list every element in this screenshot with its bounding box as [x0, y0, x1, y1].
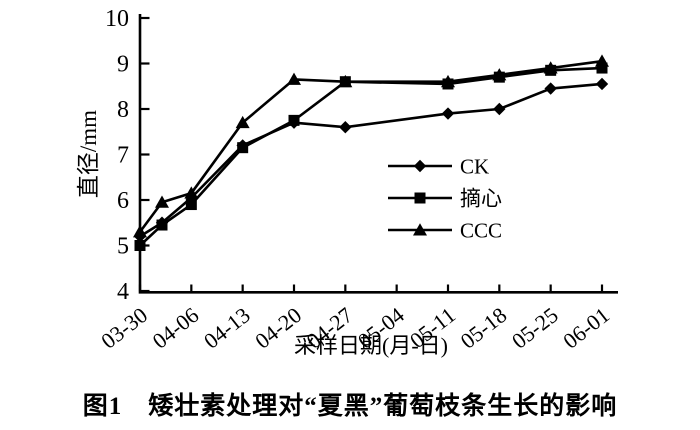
- y-tick-label: 10: [105, 6, 129, 32]
- triangle-marker: [595, 54, 609, 67]
- square-marker: [414, 192, 426, 204]
- diamond-marker: [544, 82, 557, 95]
- triangle-marker: [184, 186, 199, 199]
- series-CCC: [133, 54, 609, 238]
- legend-label: CCC: [460, 219, 502, 243]
- square-marker: [237, 142, 249, 154]
- x-tick-label: 03-30: [96, 302, 152, 353]
- legend-label: CK: [460, 155, 489, 179]
- x-tick-label: 06-01: [558, 302, 614, 353]
- axes: [138, 14, 618, 294]
- y-tick-label: 6: [117, 188, 129, 214]
- triangle-marker: [287, 72, 301, 85]
- legend: CK 摘心 CCC: [388, 155, 502, 243]
- y-axis-label: 直径/mm: [76, 110, 101, 198]
- triangle-marker: [441, 74, 455, 88]
- series-line: [139, 82, 603, 238]
- x-axis: 03-3004-0604-1304-2004-2705-0405-1105-18…: [96, 284, 614, 358]
- square-marker: [596, 62, 608, 74]
- x-axis-label: 采样日期(月-日): [294, 333, 448, 358]
- diamond-marker: [339, 121, 352, 134]
- diamond-marker: [413, 159, 427, 173]
- figure-caption: 图1 矮壮素处理对“夏黑”葡萄枝条生长的影响: [82, 393, 618, 420]
- square-marker: [185, 199, 197, 211]
- y-tick-label: 4: [117, 279, 129, 305]
- square-marker: [134, 240, 146, 251]
- triangle-marker: [543, 61, 558, 74]
- square-marker: [288, 114, 300, 126]
- triangle-marker: [492, 68, 507, 81]
- diamond-marker: [595, 77, 609, 91]
- legend-label: 摘心: [460, 187, 502, 211]
- x-tick-label: 04-13: [199, 302, 255, 353]
- y-tick-label: 5: [117, 234, 129, 260]
- triangle-marker: [338, 74, 353, 88]
- y-tick-label: 9: [117, 52, 129, 78]
- triangle-marker: [235, 115, 250, 129]
- y-tick-label: 7: [117, 143, 129, 169]
- series-line: [139, 66, 603, 247]
- growth-line-chart: 4 5 6 7 8 9 10 直径/mm 03-3004-0604-1304-2004-2705…: [76, 6, 618, 358]
- triangle-marker: [155, 195, 169, 208]
- y-tick-label: 8: [117, 97, 129, 123]
- triangle-marker: [133, 225, 147, 238]
- diamond-marker: [441, 107, 455, 120]
- series-摘心: [134, 62, 608, 251]
- x-tick-label: 05-25: [507, 302, 563, 353]
- x-tick-label: 05-18: [456, 302, 512, 353]
- series-line: [138, 59, 603, 233]
- y-axis: 4 5 6 7 8 9 10 直径/mm: [76, 6, 150, 305]
- x-tick-label: 04-06: [148, 302, 204, 353]
- square-marker: [156, 219, 168, 231]
- legend-item-CCC: CCC: [388, 219, 502, 243]
- series-CK: [133, 77, 609, 243]
- legend-item-CK: CK: [388, 155, 489, 179]
- triangle-marker: [413, 223, 427, 236]
- legend-item-摘心: 摘心: [388, 187, 502, 211]
- diamond-marker: [493, 102, 506, 116]
